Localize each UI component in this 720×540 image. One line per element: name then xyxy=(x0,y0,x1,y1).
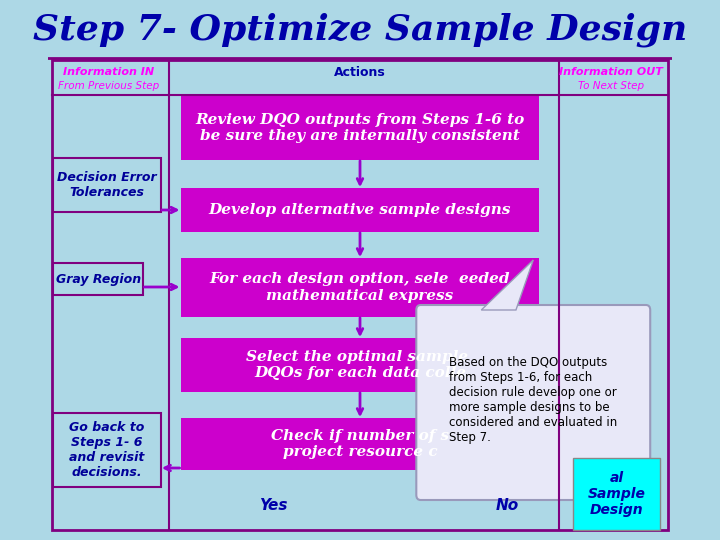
Text: To Next Step: To Next Step xyxy=(578,81,644,91)
Text: Step 7- Optimize Sample Design: Step 7- Optimize Sample Design xyxy=(33,13,687,47)
FancyBboxPatch shape xyxy=(53,413,161,487)
FancyBboxPatch shape xyxy=(181,418,539,470)
Polygon shape xyxy=(481,260,534,310)
Text: No: No xyxy=(495,497,519,512)
Text: Go back to
Steps 1- 6
and revisit
decisions.: Go back to Steps 1- 6 and revisit decisi… xyxy=(69,421,145,479)
Text: Based on the DQO outputs
from Steps 1-6, for each
decision rule develop one or
m: Based on the DQO outputs from Steps 1-6,… xyxy=(449,356,617,444)
Text: Develop alternative sample designs: Develop alternative sample designs xyxy=(209,203,511,217)
Text: Gray Region: Gray Region xyxy=(56,273,141,286)
Text: For each design option, sele  eeded
mathematical express: For each design option, sele eeded mathe… xyxy=(210,272,510,302)
Text: Select the optimal sample 
DQOs for each data colle: Select the optimal sample DQOs for each … xyxy=(246,350,474,380)
Text: Information IN: Information IN xyxy=(63,67,154,77)
Text: Yes: Yes xyxy=(259,497,287,512)
Text: Information OUT: Information OUT xyxy=(559,67,663,77)
FancyBboxPatch shape xyxy=(53,158,161,212)
FancyBboxPatch shape xyxy=(53,263,143,295)
Text: al
Sample
Design: al Sample Design xyxy=(588,471,645,517)
FancyBboxPatch shape xyxy=(416,305,650,500)
Text: Decision Error
Tolerances: Decision Error Tolerances xyxy=(57,171,157,199)
FancyBboxPatch shape xyxy=(181,258,539,317)
FancyBboxPatch shape xyxy=(573,458,660,530)
FancyBboxPatch shape xyxy=(181,96,539,160)
Text: From Previous Step: From Previous Step xyxy=(58,81,159,91)
Text: Check if number of s
project resource c: Check if number of s project resource c xyxy=(271,429,449,459)
Text: Review DQO outputs from Steps 1-6 to
be sure they are internally consistent: Review DQO outputs from Steps 1-6 to be … xyxy=(195,113,525,143)
FancyBboxPatch shape xyxy=(181,338,539,392)
Text: Actions: Actions xyxy=(334,65,386,78)
FancyBboxPatch shape xyxy=(181,188,539,232)
